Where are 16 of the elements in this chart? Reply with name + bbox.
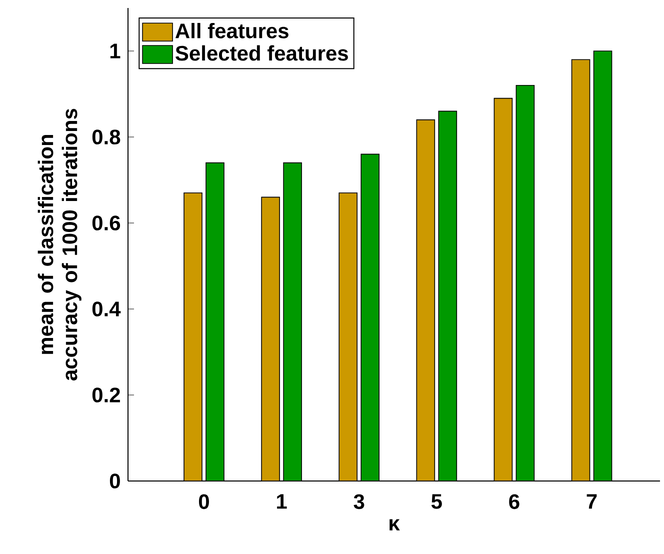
- x-tick-label: 5: [431, 494, 442, 509]
- x-tick-label: 6: [509, 494, 520, 510]
- legend-label: Selected features: [176, 45, 348, 61]
- x-tick-label: 7: [586, 494, 597, 509]
- y-tick-label: 0: [110, 474, 120, 488]
- y-tick-label: 0.8: [92, 130, 120, 144]
- x-axis-title: κ: [390, 519, 400, 530]
- x-tick-label: 3: [354, 494, 364, 510]
- y-axis-title: mean of classification accuracy of 1000 iterations: [38, 108, 82, 380]
- legend-label: All features: [175, 22, 288, 38]
- y-tick-label: 0.2: [92, 388, 120, 402]
- x-tick-label: 1: [277, 494, 287, 509]
- x-tick-label: 0: [198, 494, 209, 510]
- y-tick-label: 1: [110, 44, 120, 58]
- y-tick-label: 0.4: [92, 302, 121, 316]
- y-tick-label: 0.6: [92, 216, 120, 230]
